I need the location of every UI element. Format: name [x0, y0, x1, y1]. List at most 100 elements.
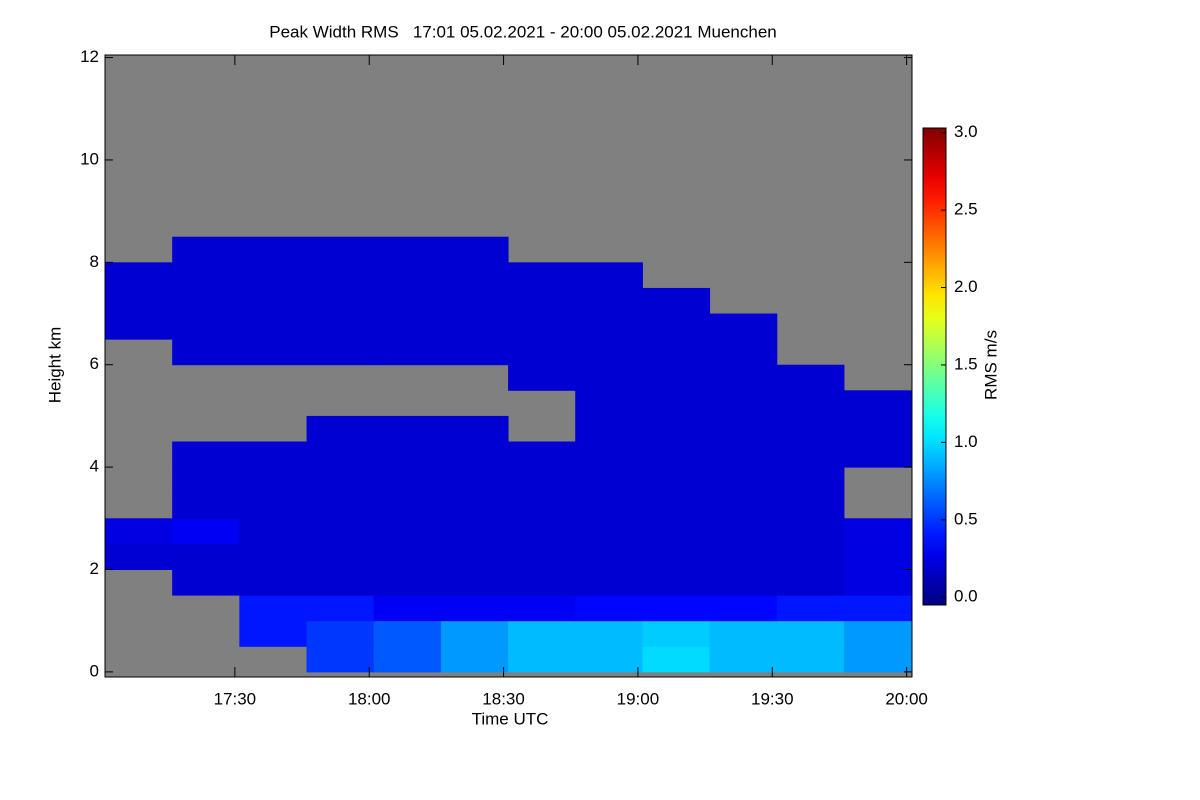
heatmap-cell: [172, 236, 240, 263]
heatmap-cell: [642, 441, 711, 468]
heatmap-cell: [776, 518, 845, 545]
heatmap-cell: [440, 569, 509, 596]
heatmap-cell: [642, 287, 711, 315]
heatmap-cell: [642, 364, 711, 391]
heatmap-cell: [642, 390, 711, 417]
heatmap-cell: [373, 620, 442, 647]
heatmap-cell: [508, 569, 576, 596]
heatmap-cell: [575, 646, 643, 673]
y-tick-label: 0: [90, 661, 99, 680]
heatmap-cell: [440, 543, 509, 570]
heatmap-cell: [575, 595, 643, 622]
x-tick-label: 18:00: [348, 689, 391, 708]
heatmap-cell: [373, 492, 442, 519]
heatmap-cell: [440, 595, 509, 622]
heatmap-cell: [306, 543, 375, 570]
heatmap-cell: [440, 313, 509, 340]
heatmap-cell: [373, 543, 442, 570]
heatmap-cell: [642, 646, 711, 673]
heatmap-cell: [373, 441, 442, 468]
heatmap-cell: [843, 543, 912, 570]
heatmap-cell: [776, 441, 845, 468]
y-tick-label: 8: [90, 252, 99, 271]
plot-frame: [104, 54, 913, 678]
heatmap-cell: [172, 543, 240, 570]
heatmap-cell: [709, 620, 778, 647]
heatmap-cell: [306, 313, 375, 340]
heatmap-cell: [575, 287, 643, 315]
heatmap-cell: [373, 287, 442, 315]
heatmap-cell: [306, 441, 375, 468]
heatmap-cell: [239, 569, 308, 596]
heatmap-cell: [709, 313, 778, 340]
heatmap-cell: [776, 390, 845, 417]
x-axis-label: Time UTC: [472, 709, 549, 728]
heatmap-cell: [172, 313, 240, 340]
heatmap-cell: [440, 262, 509, 289]
heatmap-cell: [575, 543, 643, 570]
heatmap-cell: [575, 313, 643, 340]
heatmap-cell: [306, 620, 375, 647]
heatmap-cell: [440, 287, 509, 315]
heatmap-cell: [575, 518, 643, 545]
heatmap-cell: [306, 492, 375, 519]
heatmap-cell: [239, 543, 308, 570]
heatmap-cell: [508, 620, 576, 647]
heatmap-cell: [440, 467, 509, 494]
heatmap-cell: [508, 595, 576, 622]
heatmap-cell: [709, 569, 778, 596]
heatmap-cell: [172, 339, 240, 366]
colorbar-tick-label: 3.0: [954, 122, 978, 141]
heatmap-cell: [306, 236, 375, 263]
heatmap-cell: [709, 339, 778, 366]
colorbar: [922, 127, 947, 606]
heatmap-cell: [373, 415, 442, 443]
heatmap-cell: [440, 518, 509, 545]
heatmap-cell: [575, 569, 643, 596]
heatmap-cell: [306, 339, 375, 366]
heatmap-cell: [508, 492, 576, 519]
heatmap-cell: [843, 415, 912, 443]
heatmap-cell: [843, 390, 912, 417]
heatmap-cell: [508, 467, 576, 494]
y-axis-label: Height km: [45, 327, 64, 404]
heatmap-cell: [172, 492, 240, 519]
heatmap-cell: [575, 339, 643, 366]
colorbar-tick-label: 2.5: [954, 200, 978, 219]
heatmap-cell: [306, 569, 375, 596]
heatmap-cell: [306, 287, 375, 315]
heatmap-cell: [306, 595, 375, 622]
heatmap-cell: [239, 620, 308, 647]
heatmap-cell: [575, 492, 643, 519]
heatmap-cell: [440, 441, 509, 468]
y-tick-label: 6: [90, 354, 99, 373]
heatmap-cell: [776, 646, 845, 673]
heatmap-cell: [508, 543, 576, 570]
heatmap-cell: [105, 518, 173, 545]
heatmap-cell: [709, 595, 778, 622]
heatmap-cell: [373, 313, 442, 340]
heatmap-cell: [239, 262, 308, 289]
heatmap-cell: [373, 646, 442, 673]
heatmap-cell: [373, 518, 442, 545]
heatmap-cell: [709, 518, 778, 545]
heatmap-cell: [776, 620, 845, 647]
heatmap-cell: [642, 620, 711, 647]
heatmap-cell: [172, 287, 240, 315]
heatmap-cell: [642, 467, 711, 494]
heatmap-cell: [575, 620, 643, 647]
heatmap-cell: [172, 569, 240, 596]
heatmap-cell: [709, 543, 778, 570]
heatmap-cell: [776, 543, 845, 570]
heatmap-cell: [440, 236, 509, 263]
colorbar-tick-label: 2.0: [954, 277, 978, 296]
heatmap-cell: [239, 467, 308, 494]
heatmap-cell: [373, 569, 442, 596]
heatmap-cell: [642, 339, 711, 366]
heatmap-cell: [239, 518, 308, 545]
heatmap-cell: [642, 543, 711, 570]
heatmap-cell: [709, 390, 778, 417]
colorbar-label: RMS m/s: [981, 330, 1000, 400]
heatmap-cell: [105, 262, 173, 289]
